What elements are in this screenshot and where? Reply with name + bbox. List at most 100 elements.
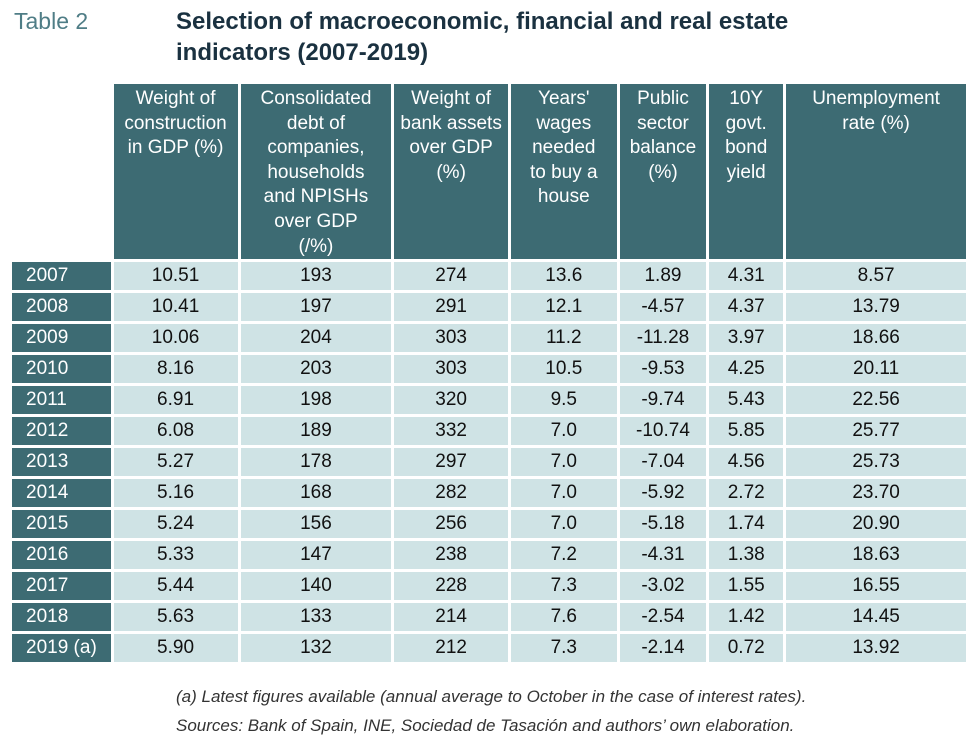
table-row: 2018 5.63 133 214 7.6 -2.54 1.42 14.45 bbox=[12, 603, 966, 632]
table-row: 2019 (a) 5.90 132 212 7.3 -2.14 0.72 13.92 bbox=[12, 634, 966, 663]
table-row: 2013 5.27 178 297 7.0 -7.04 4.56 25.73 bbox=[12, 448, 966, 477]
value-cell: -9.53 bbox=[619, 355, 707, 384]
value-cell: 18.66 bbox=[786, 324, 966, 353]
table-row: 2012 6.08 189 332 7.0 -10.74 5.85 25.77 bbox=[12, 417, 966, 446]
year-cell: 2018 bbox=[12, 603, 111, 632]
value-cell: 5.24 bbox=[113, 510, 238, 539]
value-cell: 5.43 bbox=[709, 386, 784, 415]
table-label: Table 2 bbox=[14, 8, 89, 34]
value-cell: 140 bbox=[240, 572, 392, 601]
value-cell: 10.06 bbox=[113, 324, 238, 353]
value-cell: 297 bbox=[394, 448, 508, 477]
value-cell: 12.1 bbox=[510, 293, 617, 322]
header-construction-weight: Weight of construction in GDP (%) bbox=[113, 84, 238, 260]
value-cell: -5.92 bbox=[619, 479, 707, 508]
value-cell: 7.0 bbox=[510, 479, 617, 508]
value-cell: 6.91 bbox=[113, 386, 238, 415]
value-cell: 23.70 bbox=[786, 479, 966, 508]
value-cell: 332 bbox=[394, 417, 508, 446]
table-notes: (a) Latest figures available (annual ave… bbox=[176, 682, 806, 740]
value-cell: 214 bbox=[394, 603, 508, 632]
value-cell: 5.44 bbox=[113, 572, 238, 601]
value-cell: 5.63 bbox=[113, 603, 238, 632]
value-cell: 2.72 bbox=[709, 479, 784, 508]
value-cell: -9.74 bbox=[619, 386, 707, 415]
value-cell: 25.77 bbox=[786, 417, 966, 446]
table-title: Selection of macroeconomic, financial an… bbox=[176, 6, 946, 68]
value-cell: 133 bbox=[240, 603, 392, 632]
value-cell: -2.14 bbox=[619, 634, 707, 663]
title-line-2: indicators (2007-2019) bbox=[176, 39, 429, 66]
value-cell: -4.31 bbox=[619, 541, 707, 570]
header-bond-yield: 10Y govt. bond yield bbox=[709, 84, 784, 260]
value-cell: 4.25 bbox=[709, 355, 784, 384]
header-bank-assets: Weight of bank assets over GDP (%) bbox=[394, 84, 508, 260]
value-cell: 13.6 bbox=[510, 262, 617, 291]
value-cell: 3.97 bbox=[709, 324, 784, 353]
year-cell: 2011 bbox=[12, 386, 111, 415]
value-cell: 0.72 bbox=[709, 634, 784, 663]
value-cell: 16.55 bbox=[786, 572, 966, 601]
header-years-wages: Years' wages needed to buy a house bbox=[510, 84, 617, 260]
value-cell: 320 bbox=[394, 386, 508, 415]
value-cell: 22.56 bbox=[786, 386, 966, 415]
value-cell: 11.2 bbox=[510, 324, 617, 353]
value-cell: 10.41 bbox=[113, 293, 238, 322]
value-cell: 168 bbox=[240, 479, 392, 508]
title-line-1: Selection of macroeconomic, financial an… bbox=[176, 8, 789, 35]
value-cell: -2.54 bbox=[619, 603, 707, 632]
value-cell: 147 bbox=[240, 541, 392, 570]
value-cell: 4.56 bbox=[709, 448, 784, 477]
year-cell: 2017 bbox=[12, 572, 111, 601]
value-cell: 4.31 bbox=[709, 262, 784, 291]
table-row: 2010 8.16 203 303 10.5 -9.53 4.25 20.11 bbox=[12, 355, 966, 384]
value-cell: 20.90 bbox=[786, 510, 966, 539]
value-cell: 13.92 bbox=[786, 634, 966, 663]
value-cell: 13.79 bbox=[786, 293, 966, 322]
value-cell: 7.6 bbox=[510, 603, 617, 632]
value-cell: 303 bbox=[394, 355, 508, 384]
indicators-table: Weight of construction in GDP (%) Consol… bbox=[9, 81, 969, 665]
value-cell: 274 bbox=[394, 262, 508, 291]
value-cell: 5.27 bbox=[113, 448, 238, 477]
value-cell: 5.90 bbox=[113, 634, 238, 663]
value-cell: 7.2 bbox=[510, 541, 617, 570]
value-cell: 25.73 bbox=[786, 448, 966, 477]
value-cell: 4.37 bbox=[709, 293, 784, 322]
header-public-balance: Public sector balance (%) bbox=[619, 84, 707, 260]
value-cell: 228 bbox=[394, 572, 508, 601]
value-cell: -11.28 bbox=[619, 324, 707, 353]
value-cell: 18.63 bbox=[786, 541, 966, 570]
value-cell: -10.74 bbox=[619, 417, 707, 446]
table-row: 2017 5.44 140 228 7.3 -3.02 1.55 16.55 bbox=[12, 572, 966, 601]
value-cell: 282 bbox=[394, 479, 508, 508]
header-unemployment: Unemployment rate (%) bbox=[786, 84, 966, 260]
value-cell: 303 bbox=[394, 324, 508, 353]
value-cell: 132 bbox=[240, 634, 392, 663]
table-row: 2014 5.16 168 282 7.0 -5.92 2.72 23.70 bbox=[12, 479, 966, 508]
year-cell: 2008 bbox=[12, 293, 111, 322]
table-body: 2007 10.51 193 274 13.6 1.89 4.31 8.57 2008 10.41… bbox=[12, 262, 966, 663]
value-cell: 238 bbox=[394, 541, 508, 570]
header-corner bbox=[12, 84, 111, 259]
year-cell: 2012 bbox=[12, 417, 111, 446]
table-row: 2009 10.06 204 303 11.2 -11.28 3.97 18.66 bbox=[12, 324, 966, 353]
value-cell: 1.55 bbox=[709, 572, 784, 601]
value-cell: 5.16 bbox=[113, 479, 238, 508]
value-cell: 6.08 bbox=[113, 417, 238, 446]
value-cell: 10.5 bbox=[510, 355, 617, 384]
year-cell: 2013 bbox=[12, 448, 111, 477]
value-cell: 20.11 bbox=[786, 355, 966, 384]
value-cell: 7.0 bbox=[510, 448, 617, 477]
value-cell: 1.89 bbox=[619, 262, 707, 291]
value-cell: 8.16 bbox=[113, 355, 238, 384]
value-cell: 1.74 bbox=[709, 510, 784, 539]
value-cell: 5.33 bbox=[113, 541, 238, 570]
value-cell: 10.51 bbox=[113, 262, 238, 291]
table-row: 2011 6.91 198 320 9.5 -9.74 5.43 22.56 bbox=[12, 386, 966, 415]
value-cell: 204 bbox=[240, 324, 392, 353]
value-cell: 198 bbox=[240, 386, 392, 415]
value-cell: -5.18 bbox=[619, 510, 707, 539]
value-cell: 1.42 bbox=[709, 603, 784, 632]
value-cell: 14.45 bbox=[786, 603, 966, 632]
